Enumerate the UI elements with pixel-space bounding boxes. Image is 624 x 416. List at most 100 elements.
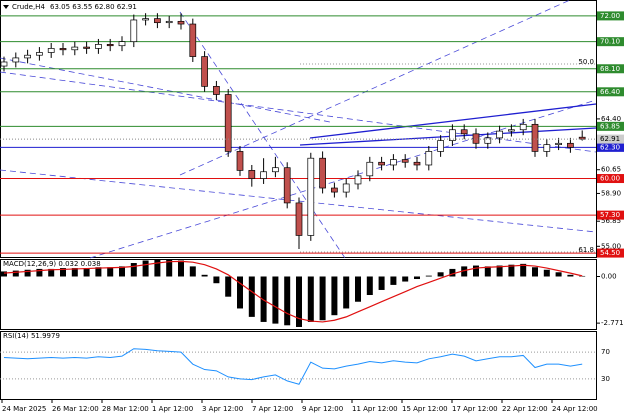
macd-bar [425,275,432,277]
macd-bar [437,272,444,277]
y-tick-label: 30 [601,375,610,383]
macd-bar [496,265,503,277]
candle-body [425,151,433,166]
level-tag [597,11,624,21]
candle-body [567,142,574,148]
macd-bar [331,276,338,316]
candle-body [460,129,468,135]
macd-bar [343,276,350,309]
macd-bar [414,276,420,280]
candle-body [472,133,480,144]
symbol-title: Crude,H4 [12,3,45,11]
x-tick-label: 24 Apr 12:00 [552,405,598,413]
candle-body [236,151,244,171]
candle-body [24,54,31,59]
macd-bar [520,263,527,277]
macd-bar [378,276,385,290]
macd-bar [449,268,456,277]
candle-body [130,19,138,43]
x-tick-label: 7 Apr 12:00 [252,405,293,413]
level-tag [597,121,624,131]
macd-bar [201,274,208,277]
candle-body [201,56,208,87]
candle-body [165,20,173,24]
macd-bar [567,274,574,277]
candle-body [47,48,55,53]
rsi-line [3,348,583,385]
candle-body [248,170,256,179]
level-tag [597,142,624,152]
macd-bar [166,259,173,277]
level-tag [597,64,624,74]
macd-bar [248,276,255,317]
candle-body [189,23,197,57]
macd-bar [473,265,479,277]
candle-body [95,44,102,49]
candle-body [118,41,126,47]
candle-body [59,48,67,51]
macd-bar [142,260,149,277]
menu-arrow[interactable] [3,5,9,9]
candle-body [0,61,8,67]
level-label: 57.30 [600,211,620,219]
level-label: 72.00 [600,12,620,20]
macd-panel [0,259,597,330]
rsi-panel [0,331,597,400]
y-tick-label: 58.90 [601,189,621,197]
macd-bar [272,276,279,324]
candle-body [12,57,20,63]
y-tick-label: -2.771 [601,319,624,327]
macd-bar [213,276,220,284]
x-tick-label: 9 Apr 12:00 [302,405,343,413]
macd-bar [95,267,102,277]
candle-body [401,159,409,163]
level-label: 68.10 [600,65,620,73]
rsi-title: RSI(14) 51.9979 [3,332,60,340]
candle-body [543,144,551,152]
candle-body [71,46,79,51]
macd-bar [508,264,515,277]
macd-bar [71,268,78,277]
candle-body [449,129,456,141]
candle-body [83,46,90,49]
level-label: 63.85 [600,122,620,130]
y-tick-label: 0.00 [601,272,617,280]
candle-body [354,175,362,185]
macd-bar [260,276,267,322]
level-label: 62.30 [600,143,620,151]
level-label: 54.50 [600,249,620,257]
candle-body [555,142,562,146]
macd-bar [83,268,90,277]
signal-line [3,260,583,323]
level-tag [597,174,624,184]
macd-bar [12,270,19,277]
level-tag [597,37,624,47]
level-tag [597,210,624,220]
candle-body [213,86,220,95]
macd-bar [319,276,326,321]
y-tick-label: 55.00 [601,242,621,250]
fib-label: 50.0 [578,58,594,66]
candle-body [142,18,149,21]
macd-bar [130,263,137,277]
candle-body [531,123,539,152]
macd-bar [1,271,7,277]
macd-bar [107,267,114,277]
candle-body [106,44,114,47]
level-tag [597,87,624,97]
x-tick-label: 24 Mar 2025 [2,405,46,413]
macd-bar [178,260,184,277]
macd-bar [154,259,161,277]
macd-bar [355,276,361,302]
macd-bar [284,276,291,326]
fib-label: 61.8 [578,246,594,254]
candle-body [366,161,374,177]
macd-bar [237,276,243,309]
macd-bar [461,266,468,277]
candle-body [36,52,43,56]
macd-bar [60,268,66,277]
current-price: 62.91 [600,135,620,143]
price-panel [0,0,597,258]
macd-bar [225,276,232,297]
